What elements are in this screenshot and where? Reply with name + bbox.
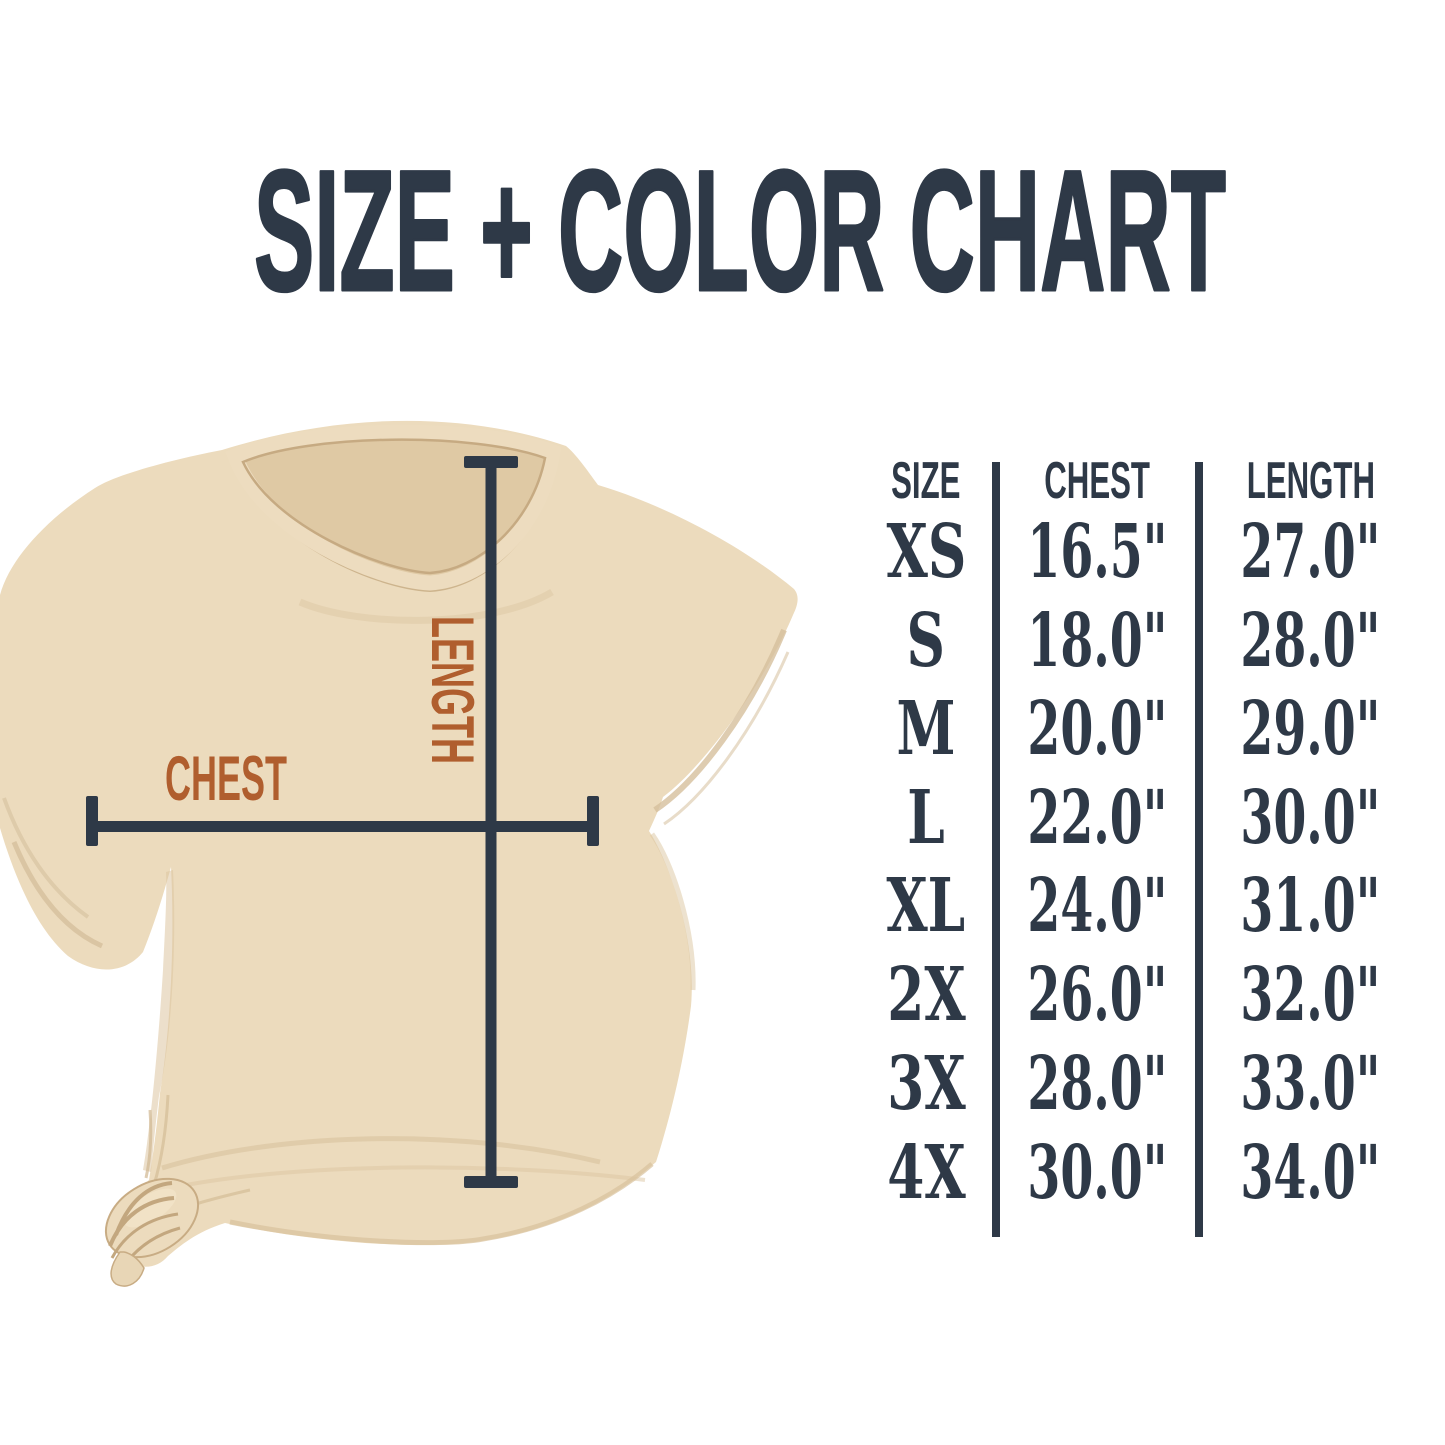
table-row: XL 24.0" 31.0" — [860, 862, 1425, 950]
page-title: SIZE + COLOR CHART — [254, 135, 1226, 327]
header-label: LENGTH — [1246, 452, 1375, 510]
column-header-chest: CHEST — [1000, 437, 1195, 525]
cell-length: 34.0" — [1240, 1130, 1381, 1216]
cell-size: L — [907, 775, 945, 861]
waist-fold-2 — [169, 1165, 646, 1190]
header-label: CHEST — [1044, 452, 1151, 510]
table-header-row: SIZE CHEST LENGTH — [860, 437, 1425, 525]
cell-chest: 20.0" — [1027, 686, 1168, 772]
cell-size: 2X — [886, 952, 966, 1038]
cell-length: 28.0" — [1240, 598, 1381, 684]
table-row: M 20.0" 29.0" — [860, 685, 1425, 773]
knot-tail — [110, 1251, 145, 1287]
table-row: 2X 26.0" 32.0" — [860, 951, 1425, 1039]
collar-chest-shadow — [298, 588, 554, 624]
cell-size: M — [896, 686, 956, 772]
length-label: LENGTH — [419, 616, 486, 764]
knot-gather-1 — [144, 1109, 153, 1179]
table-row: S 18.0" 28.0" — [860, 597, 1425, 685]
length-top-cap — [464, 456, 518, 468]
cell-chest: 26.0" — [1027, 952, 1168, 1038]
cell-size: XS — [886, 509, 966, 595]
cell-chest: 30.0" — [1027, 1130, 1168, 1216]
length-bottom-cap — [464, 1176, 518, 1188]
chest-measurement-line — [86, 796, 599, 846]
column-header-length: LENGTH — [1203, 437, 1418, 525]
cell-size: XL — [886, 863, 966, 949]
tshirt-body — [0, 420, 798, 1267]
header-label: SIZE — [891, 452, 961, 510]
cell-size: S — [906, 598, 946, 684]
collar-inner-crease — [241, 438, 547, 575]
cell-length: 31.0" — [1240, 863, 1381, 949]
cell-chest: 18.0" — [1027, 598, 1168, 684]
left-cuff-fold — [11, 841, 104, 949]
cell-chest: 28.0" — [1027, 1041, 1168, 1127]
hem-shadow — [229, 1162, 654, 1246]
cell-chest: 22.0" — [1027, 775, 1168, 861]
tshirt-illustration: CHEST LENGTH — [0, 420, 798, 1287]
cell-length: 27.0" — [1240, 509, 1381, 595]
column-divider-1 — [992, 462, 1000, 1237]
column-divider-2 — [1195, 462, 1203, 1237]
cell-chest: 16.5" — [1027, 509, 1168, 595]
column-header-size: SIZE — [860, 437, 992, 525]
cell-length: 29.0" — [1240, 686, 1381, 772]
right-cuff-fold — [653, 628, 787, 813]
cell-length: 33.0" — [1240, 1041, 1381, 1127]
size-table: SIZE CHEST LENGTH XS 16.5" 27.0" S 18.0"… — [860, 430, 1425, 1260]
right-cuff-fold-2 — [663, 651, 790, 826]
knot-coil-2 — [108, 1196, 175, 1247]
knot-gather-2 — [152, 1094, 170, 1186]
left-side-shadow — [143, 870, 175, 1172]
cell-chest: 24.0" — [1027, 863, 1168, 949]
table-row: 4X 30.0" 34.0" — [860, 1129, 1425, 1217]
waist-fold — [161, 1136, 601, 1171]
table-row: L 22.0" 30.0" — [860, 774, 1425, 862]
left-cuff-fold-2 — [2, 797, 90, 919]
collar-band — [225, 424, 562, 591]
cell-size: 4X — [886, 1130, 966, 1216]
cell-length: 32.0" — [1240, 952, 1381, 1038]
table-row: XS 16.5" 27.0" — [860, 508, 1425, 596]
table-row: 3X 28.0" 33.0" — [860, 1040, 1425, 1128]
chest-label: CHEST — [165, 744, 287, 814]
chest-right-cap — [587, 796, 599, 846]
cell-size: 3X — [886, 1041, 966, 1127]
knot-coil-3 — [110, 1212, 179, 1259]
right-side-shadow — [649, 832, 696, 991]
cell-length: 30.0" — [1240, 775, 1381, 861]
chest-left-cap — [86, 796, 98, 846]
